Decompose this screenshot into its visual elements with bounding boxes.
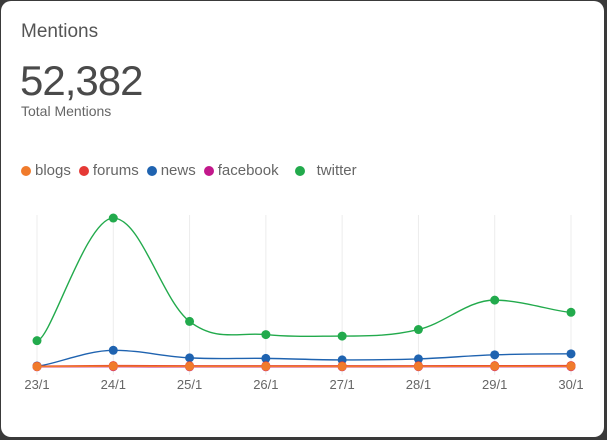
point-twitter-2[interactable]	[185, 316, 195, 326]
legend-item-blogs[interactable]: blogs	[21, 162, 71, 179]
legend-dot-facebook	[203, 165, 214, 176]
point-news-5[interactable]	[413, 354, 423, 364]
legend-item-forums[interactable]: forums	[78, 162, 139, 179]
point-blogs-0[interactable]	[32, 362, 42, 372]
point-twitter-7[interactable]	[566, 307, 576, 317]
point-news-2[interactable]	[185, 353, 195, 363]
x-tick-label-1: 24/1	[101, 377, 126, 392]
point-blogs-4[interactable]	[337, 361, 347, 371]
total-mentions-label: Total Mentions	[21, 103, 112, 119]
point-twitter-0[interactable]	[32, 336, 42, 346]
point-twitter-5[interactable]	[413, 325, 423, 335]
point-blogs-3[interactable]	[261, 361, 271, 371]
point-twitter-6[interactable]	[490, 295, 500, 305]
x-tick-label-5: 28/1	[406, 377, 431, 392]
legend-dot-blogs	[21, 165, 31, 176]
legend-dot-twitter	[294, 165, 305, 176]
legend-dot-forums	[78, 165, 89, 176]
legend-item-facebook[interactable]: facebook	[203, 162, 279, 179]
legend-item-news[interactable]: news	[146, 162, 196, 179]
point-blogs-7[interactable]	[566, 361, 576, 371]
card-title: Mentions	[21, 21, 99, 42]
point-blogs-2[interactable]	[185, 361, 195, 371]
point-twitter-1[interactable]	[108, 213, 118, 223]
x-tick-label-7: 30/1	[558, 377, 583, 392]
x-tick-label-3: 26/1	[253, 377, 278, 392]
point-news-6[interactable]	[490, 350, 500, 360]
legend-label-blogs: blogs	[35, 162, 71, 179]
x-tick-label-2: 25/1	[177, 377, 202, 392]
legend-label-news: news	[160, 162, 196, 179]
point-news-7[interactable]	[566, 349, 576, 359]
legend-item-twitter[interactable]: twitter	[294, 162, 357, 179]
point-twitter-3[interactable]	[261, 330, 271, 340]
point-blogs-6[interactable]	[490, 361, 500, 371]
series-line-twitter	[36, 217, 572, 342]
legend-label-twitter: twitter	[316, 162, 357, 179]
total-mentions-value: 52,382	[20, 57, 143, 104]
x-tick-label-4: 27/1	[329, 377, 354, 392]
point-twitter-4[interactable]	[337, 331, 347, 341]
series-line-news	[36, 349, 572, 367]
point-news-3[interactable]	[261, 353, 271, 363]
x-tick-label-6: 29/1	[482, 377, 507, 392]
point-news-1[interactable]	[108, 345, 118, 355]
legend-label-facebook: facebook	[217, 162, 279, 179]
legend-dot-news	[146, 165, 157, 176]
chart-legend: blogs forums news facebook twitter	[21, 162, 365, 179]
point-blogs-5[interactable]	[413, 361, 423, 371]
legend-label-forums: forums	[92, 162, 139, 179]
x-tick-label-0: 23/1	[24, 377, 49, 392]
point-blogs-1[interactable]	[108, 361, 118, 371]
